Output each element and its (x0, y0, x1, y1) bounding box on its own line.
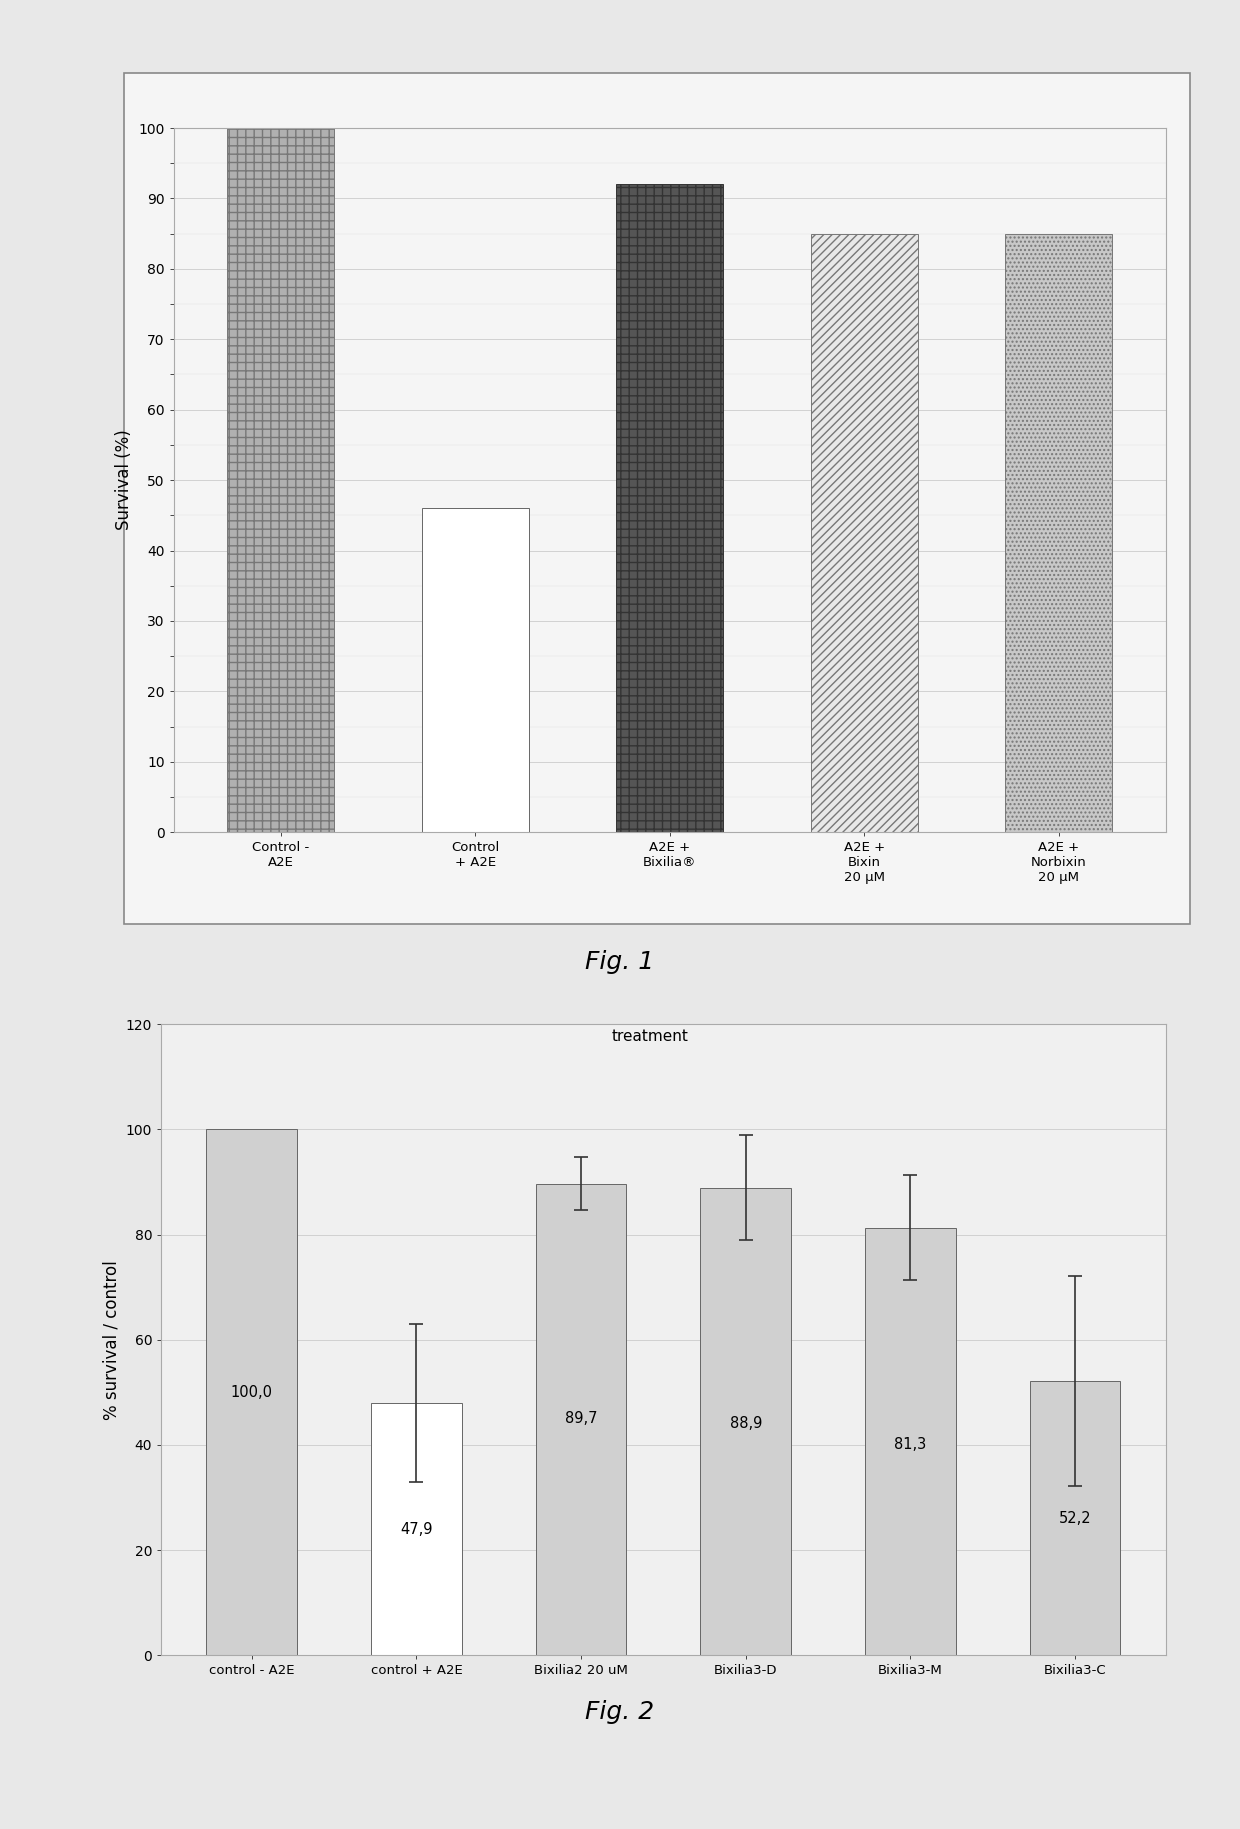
Text: Fig. 2: Fig. 2 (585, 1699, 655, 1725)
Bar (701, 1187, 791, 1655)
Bar (536, 1183, 626, 1655)
Bar (866, 1227, 956, 1655)
Text: 52,2: 52,2 (1059, 1511, 1091, 1525)
Bar (616, 185, 723, 832)
Bar (227, 128, 334, 832)
Bar (1006, 234, 1112, 832)
Bar (1029, 1381, 1120, 1655)
Bar (371, 1403, 461, 1655)
Bar (207, 1130, 298, 1655)
Y-axis label: Survival (%): Survival (%) (114, 430, 133, 530)
Text: 89,7: 89,7 (565, 1412, 598, 1427)
Y-axis label: % survival / control: % survival / control (102, 1260, 120, 1419)
Text: Fig. 1: Fig. 1 (585, 949, 655, 975)
Text: 88,9: 88,9 (729, 1416, 761, 1432)
Text: 47,9: 47,9 (401, 1522, 433, 1536)
Bar (811, 234, 918, 832)
Text: 81,3: 81,3 (894, 1438, 926, 1452)
Bar (422, 508, 528, 832)
Text: treatment: treatment (611, 1030, 688, 1044)
Text: 100,0: 100,0 (231, 1385, 273, 1399)
